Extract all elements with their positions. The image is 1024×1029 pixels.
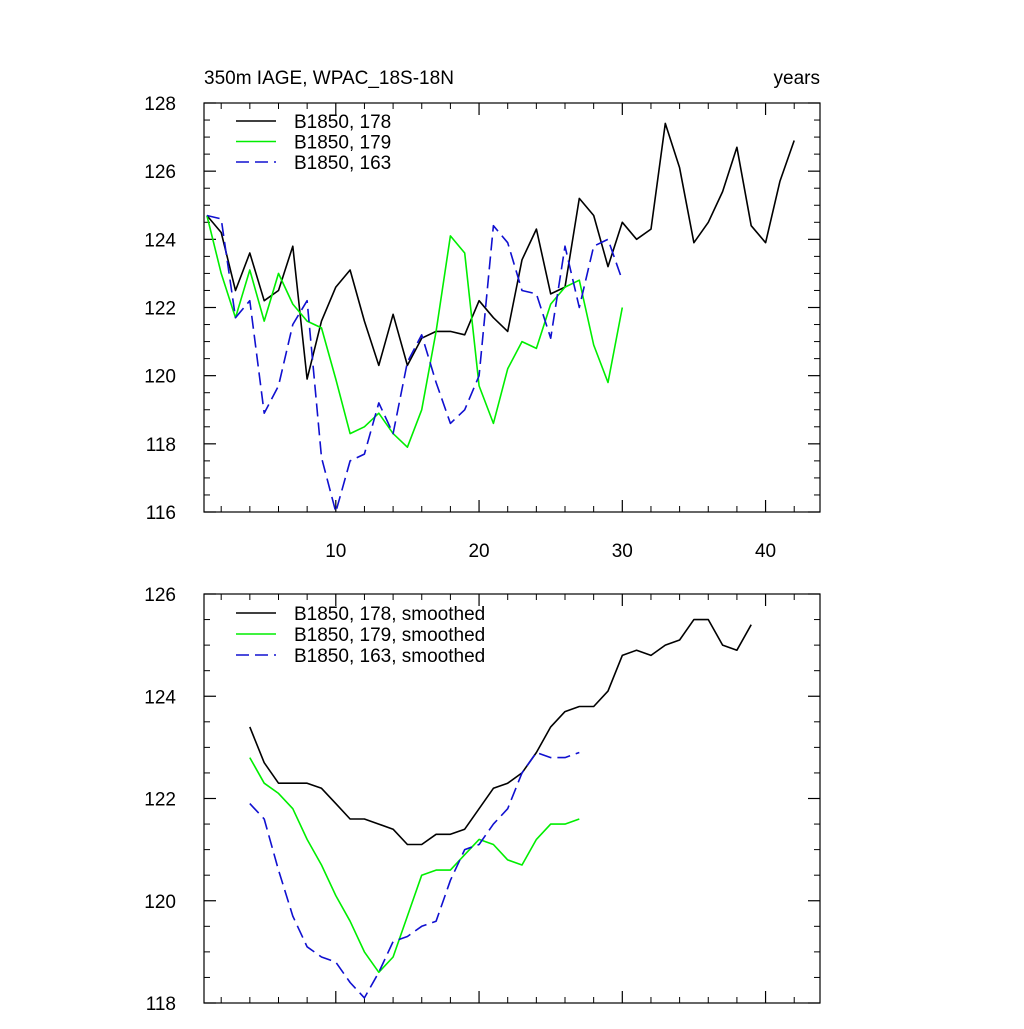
panel-1-y-tick-label: 128 [144,94,176,115]
panel-1-y-tick-label: 124 [144,230,176,251]
panel-1-y-tick-label: 122 [144,299,176,320]
panel-2-y-tick-label: 122 [144,790,176,811]
panel-2-y-tick-label: 120 [144,892,176,913]
panel-2-legend-label-1: B1850, 178, smoothed [294,604,485,625]
panel-1-legend-label-1: B1850, 178 [294,112,391,133]
panel-2-y-tick-label: 126 [144,585,176,606]
panel-1-series-line-3 [206,214,624,512]
panel-1-series-line-1 [206,122,795,380]
panel-2-y-tick-label: 118 [146,994,176,1015]
panel-1-title-left: 350m IAGE, WPAC_18S-18N [204,68,454,89]
panel-1-x-tick-label: 30 [612,541,633,562]
panel-1-x-tick-label: 40 [755,541,776,562]
panel-1-y-tick-label: 118 [146,435,176,456]
panel-1-y-tick-label: 126 [144,162,176,183]
panel-1-y-tick-label: 116 [146,503,176,524]
panel-2-legend-label-3: B1850, 163, smoothed [294,646,485,667]
panel-2-series-line-1 [249,618,752,846]
panel-2-series-line-2 [249,757,580,974]
panel-1-legend-label-2: B1850, 179 [294,133,391,154]
panel-2-y-tick-label: 124 [144,687,176,708]
panel-1-title-right: years [774,68,820,89]
panel-1-legend-label-3: B1850, 163 [294,153,391,174]
panel-2-series-line-3 [249,751,580,999]
panel-1-y-tick-label: 120 [144,367,176,388]
panel-1-x-tick-label: 20 [468,541,489,562]
panel-2-legend-label-2: B1850, 179, smoothed [294,625,485,646]
panel-1-x-tick-label: 10 [325,541,346,562]
panel-1-series-line-2 [206,215,624,449]
